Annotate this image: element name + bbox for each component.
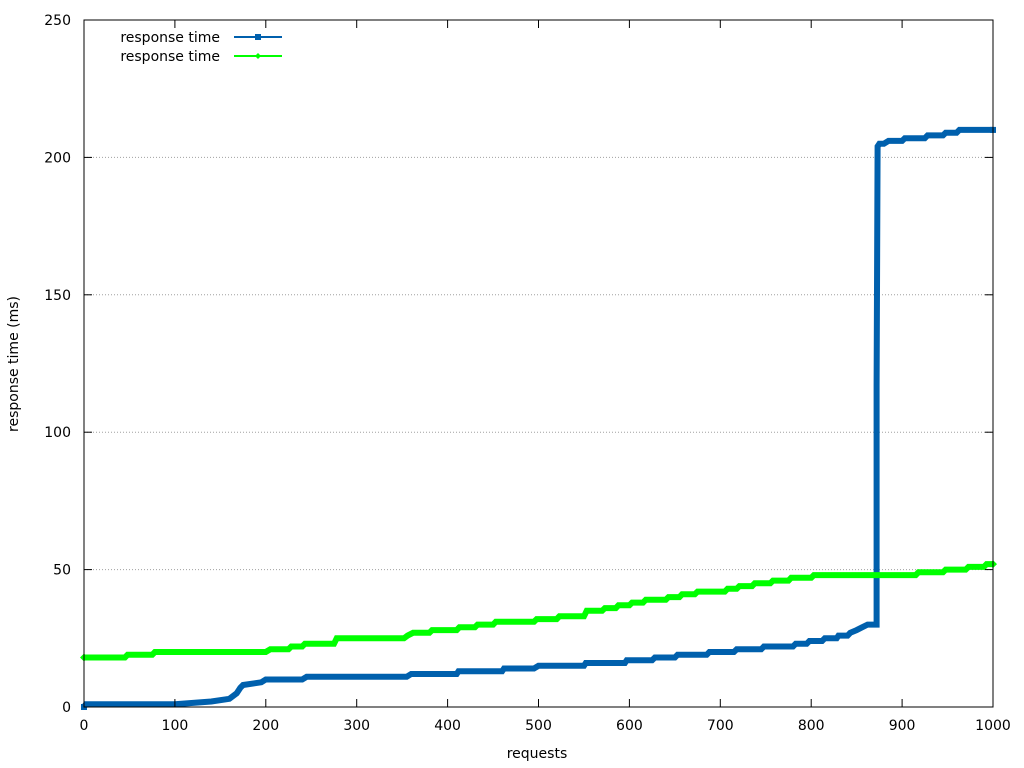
- x-tick-label: 900: [889, 718, 916, 734]
- axis-ticks: [83, 19, 994, 708]
- legend-label: response time: [120, 49, 220, 65]
- legend-marker-diamond: [255, 53, 261, 59]
- y-tick-label: 0: [62, 700, 71, 716]
- tick-labels: 0 50 100 150 200 250 0 100 200 300 400 500 600 700 800…: [44, 13, 1011, 734]
- x-tick-label: 800: [798, 718, 825, 734]
- series-line-1: [84, 561, 993, 661]
- x-tick-label: 1000: [975, 718, 1011, 734]
- grid-lines: [84, 156, 993, 571]
- y-tick-label: 50: [53, 563, 71, 579]
- y-axis-label: response time (ms): [6, 296, 22, 432]
- x-tick-label: 300: [343, 718, 370, 734]
- x-tick-label: 0: [80, 718, 89, 734]
- series-lines: [80, 126, 997, 710]
- x-tick-label: 600: [616, 718, 643, 734]
- legend-marker-square: [255, 34, 261, 40]
- series-line-0: [81, 126, 993, 709]
- x-axis-label: requests: [507, 746, 568, 762]
- plot-frame: [83, 19, 994, 708]
- legend-label: response time: [120, 30, 220, 46]
- x-tick-label: 200: [252, 718, 279, 734]
- y-tick-label: 250: [44, 13, 71, 29]
- x-tick-label: 500: [525, 718, 552, 734]
- x-tick-label: 400: [434, 718, 461, 734]
- y-tick-label: 200: [44, 150, 71, 166]
- x-tick-label: 700: [707, 718, 734, 734]
- legend: response time response time: [120, 30, 282, 65]
- y-tick-label: 100: [44, 425, 71, 441]
- x-tick-label: 100: [162, 718, 189, 734]
- y-tick-label: 150: [44, 288, 71, 304]
